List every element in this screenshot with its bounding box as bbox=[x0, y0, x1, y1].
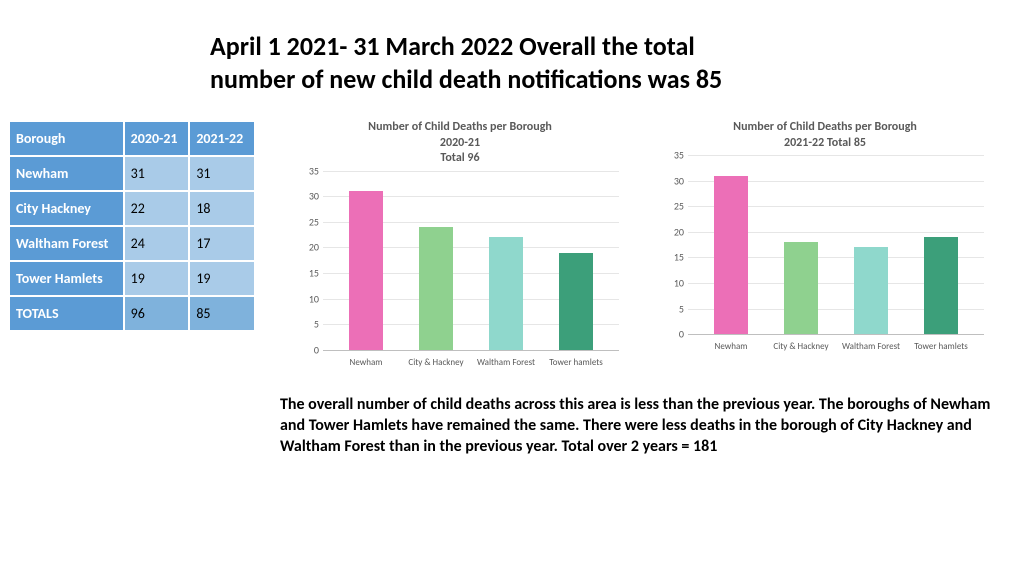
cell: 17 bbox=[189, 226, 255, 261]
chart-2021-22: Number of Child Deaths per Borough 2021-… bbox=[660, 120, 990, 365]
y-tick-label: 0 bbox=[664, 328, 684, 341]
bar bbox=[924, 237, 958, 334]
bar-slot bbox=[541, 171, 611, 350]
row-label: TOTALS bbox=[9, 296, 124, 331]
cell: 19 bbox=[189, 261, 255, 296]
bar bbox=[559, 253, 593, 350]
plot-area-1: 05101520253035 bbox=[323, 171, 619, 351]
data-table: Borough 2020-21 2021-22 Newham3131City H… bbox=[8, 120, 256, 332]
row-label: Tower Hamlets bbox=[9, 261, 124, 296]
col-header: Borough bbox=[9, 121, 124, 156]
y-tick-label: 20 bbox=[664, 225, 684, 238]
bar-slot bbox=[836, 155, 906, 334]
bar-slot bbox=[331, 171, 401, 350]
x-tick-label: City & Hackney bbox=[766, 341, 836, 352]
cell: 22 bbox=[124, 191, 190, 226]
page-title: April 1 2021- 31 March 2022 Overall the … bbox=[210, 30, 930, 95]
x-tick-label: City & Hackney bbox=[401, 357, 471, 368]
y-tick-label: 25 bbox=[299, 215, 319, 228]
bar-slot bbox=[766, 155, 836, 334]
bar bbox=[854, 247, 888, 334]
y-tick-label: 30 bbox=[664, 174, 684, 187]
col-header: 2020-21 bbox=[124, 121, 190, 156]
bar-slot bbox=[401, 171, 471, 350]
bar bbox=[714, 176, 748, 335]
chart-title: Number of Child Deaths per Borough 2021-… bbox=[660, 120, 990, 151]
y-tick-label: 35 bbox=[664, 149, 684, 162]
bar bbox=[419, 227, 453, 350]
y-tick-label: 35 bbox=[299, 164, 319, 177]
y-tick-label: 5 bbox=[664, 302, 684, 315]
bar-slot bbox=[471, 171, 541, 350]
chart-title: Number of Child Deaths per Borough 2020-… bbox=[295, 120, 625, 167]
x-tick-label: Newham bbox=[331, 357, 401, 368]
x-tick-label: Waltham Forest bbox=[471, 357, 541, 368]
cell: 19 bbox=[124, 261, 190, 296]
bar-slot bbox=[906, 155, 976, 334]
bar-slot bbox=[696, 155, 766, 334]
title-line2: number of new child death notifications … bbox=[210, 63, 722, 95]
y-tick-label: 10 bbox=[299, 292, 319, 305]
x-tick-label: Newham bbox=[696, 341, 766, 352]
cell: 31 bbox=[124, 156, 190, 191]
chart-2020-21: Number of Child Deaths per Borough 2020-… bbox=[295, 120, 625, 365]
row-label: Waltham Forest bbox=[9, 226, 124, 261]
y-tick-label: 15 bbox=[664, 251, 684, 264]
y-tick-label: 25 bbox=[664, 200, 684, 213]
cell: 24 bbox=[124, 226, 190, 261]
y-tick-label: 20 bbox=[299, 241, 319, 254]
plot-area-2: 05101520253035 bbox=[688, 155, 984, 335]
y-tick-label: 0 bbox=[299, 343, 319, 356]
y-tick-label: 15 bbox=[299, 267, 319, 280]
x-labels-1: NewhamCity & HackneyWaltham ForestTower … bbox=[323, 357, 619, 368]
x-tick-label: Tower hamlets bbox=[906, 341, 976, 352]
table-row: Tower Hamlets1919 bbox=[9, 261, 255, 296]
cell: 18 bbox=[189, 191, 255, 226]
y-tick-label: 30 bbox=[299, 190, 319, 203]
table-totals-row: TOTALS9685 bbox=[9, 296, 255, 331]
bar bbox=[784, 242, 818, 334]
x-tick-label: Tower hamlets bbox=[541, 357, 611, 368]
cell: 96 bbox=[124, 296, 190, 331]
title-line1: April 1 2021- 31 March 2022 Overall the … bbox=[210, 30, 695, 62]
cell: 31 bbox=[189, 156, 255, 191]
table-row: Newham3131 bbox=[9, 156, 255, 191]
bar bbox=[489, 237, 523, 350]
row-label: City Hackney bbox=[9, 191, 124, 226]
summary-text: The overall number of child deaths acros… bbox=[280, 395, 1000, 457]
table-row: City Hackney2218 bbox=[9, 191, 255, 226]
y-tick-label: 10 bbox=[664, 277, 684, 290]
table-row: Waltham Forest2417 bbox=[9, 226, 255, 261]
bar bbox=[349, 191, 383, 350]
bars-container bbox=[323, 171, 619, 350]
cell: 85 bbox=[189, 296, 255, 331]
row-label: Newham bbox=[9, 156, 124, 191]
y-tick-label: 5 bbox=[299, 318, 319, 331]
table-body: Newham3131City Hackney2218Waltham Forest… bbox=[9, 156, 255, 331]
table-header-row: Borough 2020-21 2021-22 bbox=[9, 121, 255, 156]
x-labels-2: NewhamCity & HackneyWaltham ForestTower … bbox=[688, 341, 984, 352]
col-header: 2021-22 bbox=[189, 121, 255, 156]
bars-container bbox=[688, 155, 984, 334]
x-tick-label: Waltham Forest bbox=[836, 341, 906, 352]
